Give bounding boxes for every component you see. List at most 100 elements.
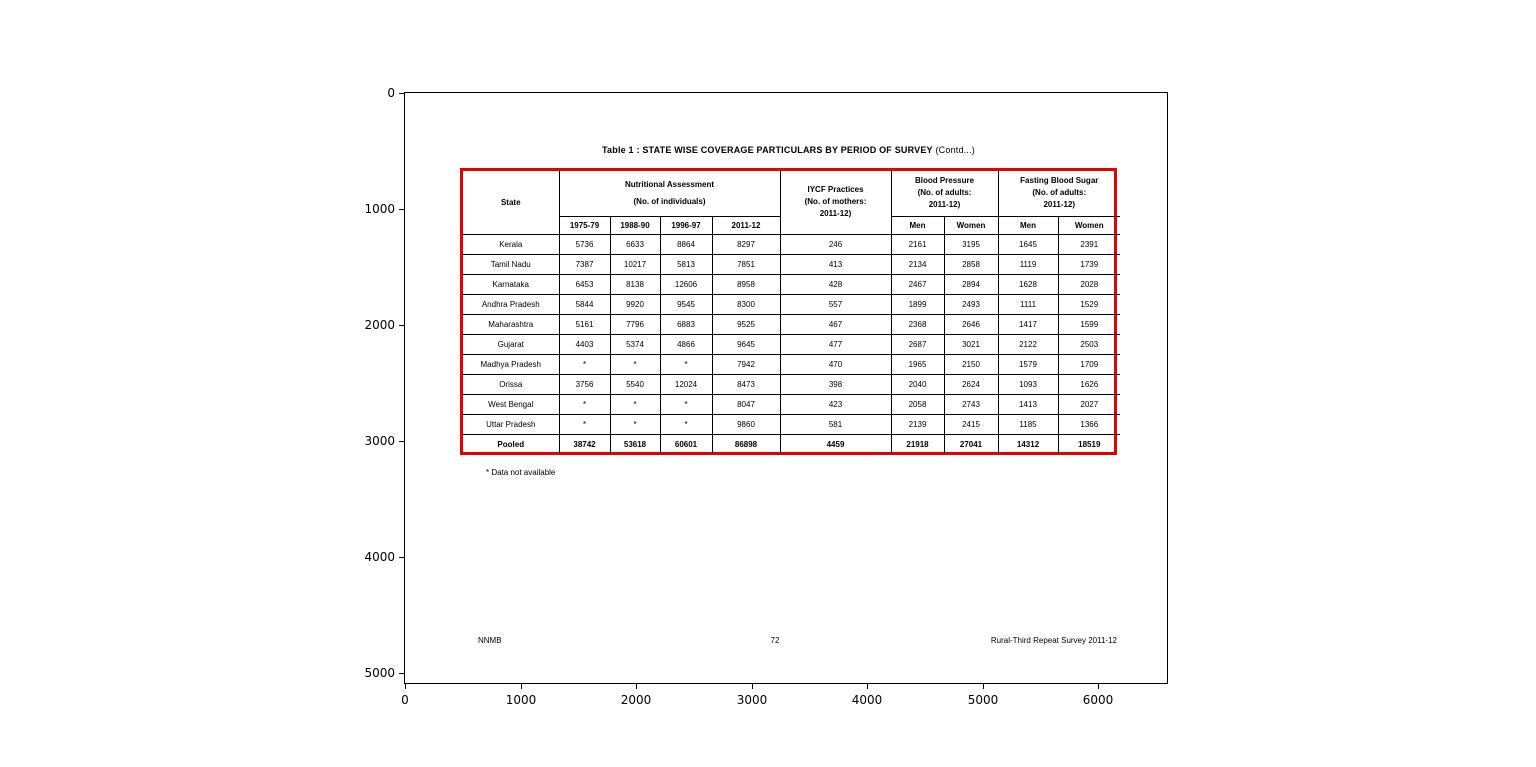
table-cell: 2150 <box>943 353 999 375</box>
table-cell: 2028 <box>1057 273 1121 295</box>
table-cell: * <box>659 353 713 375</box>
table-cell: 2415 <box>943 413 999 435</box>
table-cell: 8958 <box>711 273 781 295</box>
x-tick-mark <box>1098 684 1099 689</box>
col-header-year-1996-97: 1996-97 <box>659 215 713 235</box>
table-cell: 557 <box>779 293 892 315</box>
state-name-cell: Gujarat <box>462 333 560 355</box>
table-cell: 467 <box>779 313 892 335</box>
col-header-state: State <box>462 170 560 235</box>
table-cell: 27041 <box>943 433 999 455</box>
table-cell: 2027 <box>1057 393 1121 415</box>
table-cell: * <box>558 413 611 435</box>
table-row: Kerala 5736 6633 8864 8297 246 2161 3195 1645 239… <box>462 233 1121 255</box>
table-cell: 1899 <box>890 293 945 315</box>
table-cell: 3195 <box>943 233 999 255</box>
table-cell: 2134 <box>890 253 945 275</box>
table-cell: 1626 <box>1057 373 1121 395</box>
table-cell: * <box>558 393 611 415</box>
y-tick-label: 1000 <box>364 202 395 216</box>
col-header-fbs-men: Men <box>997 215 1059 235</box>
table-title-suffix: (Contd...) <box>932 145 975 155</box>
table-cell: 1965 <box>890 353 945 375</box>
table-cell: 428 <box>779 273 892 295</box>
table-row: Gujarat 4403 5374 4866 9645 477 2687 3021 2122 25… <box>462 333 1121 355</box>
table-cell: 7387 <box>558 253 611 275</box>
y-tick-mark <box>399 557 404 558</box>
table-cell: 246 <box>779 233 892 255</box>
col-header-nutritional-assessment: Nutritional Assessment (No. of individua… <box>558 170 781 217</box>
footer-org-label: NNMB <box>478 636 502 645</box>
table-cell: 2503 <box>1057 333 1121 355</box>
table-cell: * <box>558 353 611 375</box>
table-cell: 3021 <box>943 333 999 355</box>
table-cell: 2858 <box>943 253 999 275</box>
table-cell: 2646 <box>943 313 999 335</box>
table-cell: 1119 <box>997 253 1059 275</box>
table-cell: 2894 <box>943 273 999 295</box>
state-name-cell: Karnataka <box>462 273 560 295</box>
table-row: Madhya Pradesh * * * 7942 470 1965 2150 1579 1709 <box>462 353 1121 375</box>
y-tick-label: 4000 <box>364 550 395 564</box>
state-name-cell: Uttar Pradesh <box>462 413 560 435</box>
table-cell: 9645 <box>711 333 781 355</box>
col-header-fasting-blood-sugar: Fasting Blood Sugar (No. of adults: 2011… <box>997 170 1121 217</box>
state-name-cell: Andhra Pradesh <box>462 293 560 315</box>
table-cell: 413 <box>779 253 892 275</box>
table-cell: 10217 <box>609 253 661 275</box>
table-cell: 1529 <box>1057 293 1121 315</box>
table-cell: 1417 <box>997 313 1059 335</box>
table-title: Table 1 : STATE WISE COVERAGE PARTICULAR… <box>460 145 1117 155</box>
table-cell: 5844 <box>558 293 611 315</box>
table-cell: * <box>659 413 713 435</box>
table-cell: 7942 <box>711 353 781 375</box>
state-name-cell: Pooled <box>462 433 560 455</box>
y-tick-mark <box>399 441 404 442</box>
col-header-year-1988-90: 1988-90 <box>609 215 661 235</box>
table-row: Maharashtra 5161 7796 6883 9525 467 2368 2646 14… <box>462 313 1121 335</box>
table-cell: 8473 <box>711 373 781 395</box>
x-tick-label: 3000 <box>736 693 768 707</box>
table-cell: 8864 <box>659 233 713 255</box>
y-tick-label: 2000 <box>364 318 395 332</box>
table-cell: 5161 <box>558 313 611 335</box>
state-name-cell: West Bengal <box>462 393 560 415</box>
table-cell: 1599 <box>1057 313 1121 335</box>
table-row: Pooled 38742 53618 60601 86898 4459 21918 27041… <box>462 433 1121 455</box>
table-cell: 477 <box>779 333 892 355</box>
footer-survey-label: Rural-Third Repeat Survey 2011-12 <box>990 636 1117 645</box>
table-cell: 1645 <box>997 233 1059 255</box>
table-cell: 2743 <box>943 393 999 415</box>
footnote-data-not-available: * Data not available <box>486 468 556 477</box>
table-cell: 9920 <box>609 293 661 315</box>
col-header-bp-men: Men <box>890 215 945 235</box>
x-tick-mark <box>983 684 984 689</box>
table-cell: 7851 <box>711 253 781 275</box>
table-cell: 12024 <box>659 373 713 395</box>
table-cell: 1628 <box>997 273 1059 295</box>
table-cell: 2391 <box>1057 233 1121 255</box>
table-cell: 18519 <box>1057 433 1121 455</box>
x-tick-label: 5000 <box>967 693 999 707</box>
table-row: West Bengal * * * 8047 423 2058 2743 1413 2027 <box>462 393 1121 415</box>
table-cell: 581 <box>779 413 892 435</box>
table-cell: 1111 <box>997 293 1059 315</box>
state-name-cell: Madhya Pradesh <box>462 353 560 375</box>
table-cell: * <box>609 413 661 435</box>
table-cell: 5736 <box>558 233 611 255</box>
table-title-main: Table 1 : STATE WISE COVERAGE PARTICULAR… <box>602 145 933 155</box>
table-cell: 8047 <box>711 393 781 415</box>
x-tick-label: 0 <box>401 693 409 707</box>
table-cell: 2624 <box>943 373 999 395</box>
y-tick-label: 5000 <box>364 666 395 680</box>
table-cell: 1185 <box>997 413 1059 435</box>
table-cell: 2122 <box>997 333 1059 355</box>
table-cell: 5813 <box>659 253 713 275</box>
table-cell: 38742 <box>558 433 611 455</box>
x-tick-mark <box>405 684 406 689</box>
col-header-fbs-women: Women <box>1057 215 1121 235</box>
table-cell: 1413 <box>997 393 1059 415</box>
table-cell: 2368 <box>890 313 945 335</box>
y-tick-mark <box>399 673 404 674</box>
